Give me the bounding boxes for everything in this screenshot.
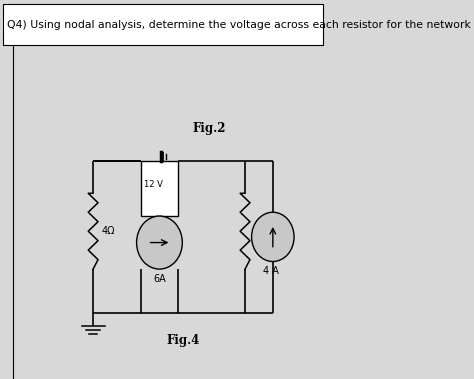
Text: 4 A: 4 A bbox=[263, 266, 279, 276]
Text: 6A: 6A bbox=[153, 274, 166, 283]
Circle shape bbox=[137, 216, 182, 269]
Text: Q4) Using nodal analysis, determine the voltage across each resistor for the net: Q4) Using nodal analysis, determine the … bbox=[7, 20, 474, 30]
Text: 12 V: 12 V bbox=[144, 180, 163, 189]
Text: Fig.4: Fig.4 bbox=[166, 334, 200, 347]
Text: 3Ω: 3Ω bbox=[253, 226, 267, 236]
Text: 4Ω: 4Ω bbox=[101, 226, 115, 236]
Circle shape bbox=[252, 212, 294, 262]
FancyBboxPatch shape bbox=[3, 4, 323, 45]
FancyBboxPatch shape bbox=[141, 161, 178, 216]
Text: Fig.2: Fig.2 bbox=[192, 122, 226, 135]
